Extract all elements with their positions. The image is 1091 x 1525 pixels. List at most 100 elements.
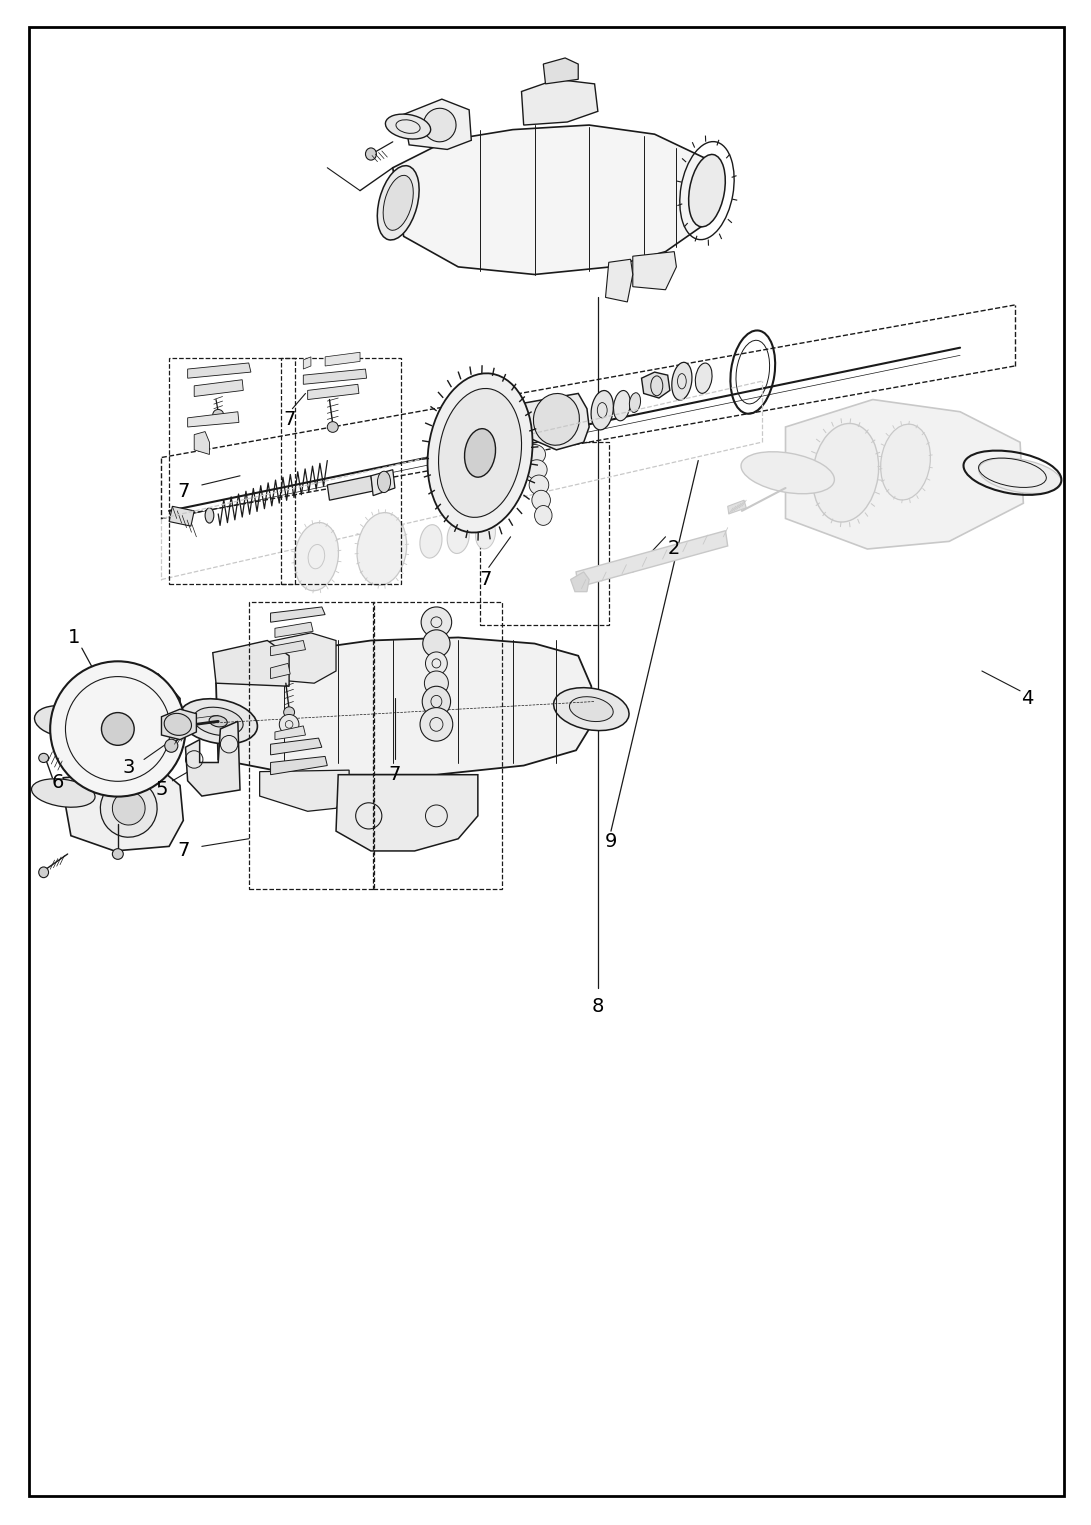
Ellipse shape xyxy=(420,708,453,741)
Bar xyxy=(249,602,374,889)
Polygon shape xyxy=(303,369,367,384)
Ellipse shape xyxy=(39,866,49,877)
Text: 7: 7 xyxy=(283,410,296,429)
Polygon shape xyxy=(216,637,591,775)
Ellipse shape xyxy=(279,714,299,735)
Ellipse shape xyxy=(439,389,521,517)
Polygon shape xyxy=(271,607,325,622)
Polygon shape xyxy=(213,640,289,686)
Ellipse shape xyxy=(591,390,613,430)
Ellipse shape xyxy=(425,653,447,676)
Polygon shape xyxy=(327,476,373,500)
Polygon shape xyxy=(194,432,209,454)
Ellipse shape xyxy=(284,708,295,718)
Polygon shape xyxy=(260,770,349,811)
Ellipse shape xyxy=(424,671,448,695)
Ellipse shape xyxy=(385,114,431,139)
Text: 4: 4 xyxy=(1021,689,1034,708)
Bar xyxy=(373,602,502,889)
Polygon shape xyxy=(393,125,709,274)
Ellipse shape xyxy=(532,491,550,509)
Polygon shape xyxy=(271,640,305,656)
Text: 7: 7 xyxy=(177,482,190,500)
Polygon shape xyxy=(188,412,239,427)
Ellipse shape xyxy=(741,451,835,494)
Ellipse shape xyxy=(527,461,548,480)
Ellipse shape xyxy=(420,525,442,558)
Polygon shape xyxy=(518,393,589,450)
Ellipse shape xyxy=(421,607,452,637)
Polygon shape xyxy=(325,352,360,366)
Ellipse shape xyxy=(164,714,192,735)
Polygon shape xyxy=(308,384,359,400)
Ellipse shape xyxy=(422,686,451,717)
Polygon shape xyxy=(786,400,1023,549)
Ellipse shape xyxy=(112,791,145,825)
Ellipse shape xyxy=(553,688,630,730)
Ellipse shape xyxy=(423,108,456,142)
Ellipse shape xyxy=(529,476,549,494)
Polygon shape xyxy=(271,756,327,775)
Ellipse shape xyxy=(365,148,376,160)
Ellipse shape xyxy=(535,506,552,526)
Circle shape xyxy=(165,740,178,752)
Polygon shape xyxy=(169,506,194,526)
Bar xyxy=(480,442,609,625)
Ellipse shape xyxy=(570,697,613,721)
Polygon shape xyxy=(275,726,305,740)
Polygon shape xyxy=(336,775,478,851)
Polygon shape xyxy=(63,770,183,851)
Polygon shape xyxy=(275,622,313,637)
Text: 9: 9 xyxy=(604,833,618,851)
Text: 6: 6 xyxy=(51,773,64,791)
Polygon shape xyxy=(728,500,746,514)
Ellipse shape xyxy=(630,393,640,412)
Text: 2: 2 xyxy=(668,540,681,558)
Ellipse shape xyxy=(880,424,931,500)
Ellipse shape xyxy=(465,429,495,477)
Polygon shape xyxy=(161,709,196,740)
Polygon shape xyxy=(188,363,251,378)
Polygon shape xyxy=(260,633,336,683)
Polygon shape xyxy=(633,252,676,290)
Polygon shape xyxy=(576,531,728,587)
Ellipse shape xyxy=(327,421,338,433)
Text: 7: 7 xyxy=(388,766,401,784)
Ellipse shape xyxy=(213,409,224,421)
Polygon shape xyxy=(303,357,311,369)
Polygon shape xyxy=(185,721,240,796)
Text: 1: 1 xyxy=(68,628,81,647)
Ellipse shape xyxy=(672,363,692,400)
Text: 7: 7 xyxy=(177,842,190,860)
Ellipse shape xyxy=(112,849,123,860)
Polygon shape xyxy=(571,572,589,592)
Ellipse shape xyxy=(524,445,546,464)
Polygon shape xyxy=(271,738,322,755)
Polygon shape xyxy=(606,259,633,302)
Ellipse shape xyxy=(695,363,712,393)
Ellipse shape xyxy=(377,166,419,239)
Ellipse shape xyxy=(357,512,407,586)
Ellipse shape xyxy=(295,523,338,590)
Ellipse shape xyxy=(979,458,1062,494)
Polygon shape xyxy=(271,663,290,679)
Polygon shape xyxy=(371,470,395,496)
Ellipse shape xyxy=(179,698,257,744)
Ellipse shape xyxy=(209,715,227,727)
Bar xyxy=(169,358,295,584)
Ellipse shape xyxy=(193,708,243,735)
Bar xyxy=(281,358,401,584)
Circle shape xyxy=(50,662,185,796)
Text: 8: 8 xyxy=(591,997,604,1016)
Ellipse shape xyxy=(423,630,451,657)
Ellipse shape xyxy=(447,520,469,554)
Polygon shape xyxy=(521,79,598,125)
Ellipse shape xyxy=(533,393,579,445)
Polygon shape xyxy=(404,99,471,149)
Ellipse shape xyxy=(613,390,631,421)
Text: 3: 3 xyxy=(122,758,135,776)
Polygon shape xyxy=(642,372,670,398)
Ellipse shape xyxy=(377,471,391,493)
Polygon shape xyxy=(194,380,243,397)
Polygon shape xyxy=(63,671,180,770)
